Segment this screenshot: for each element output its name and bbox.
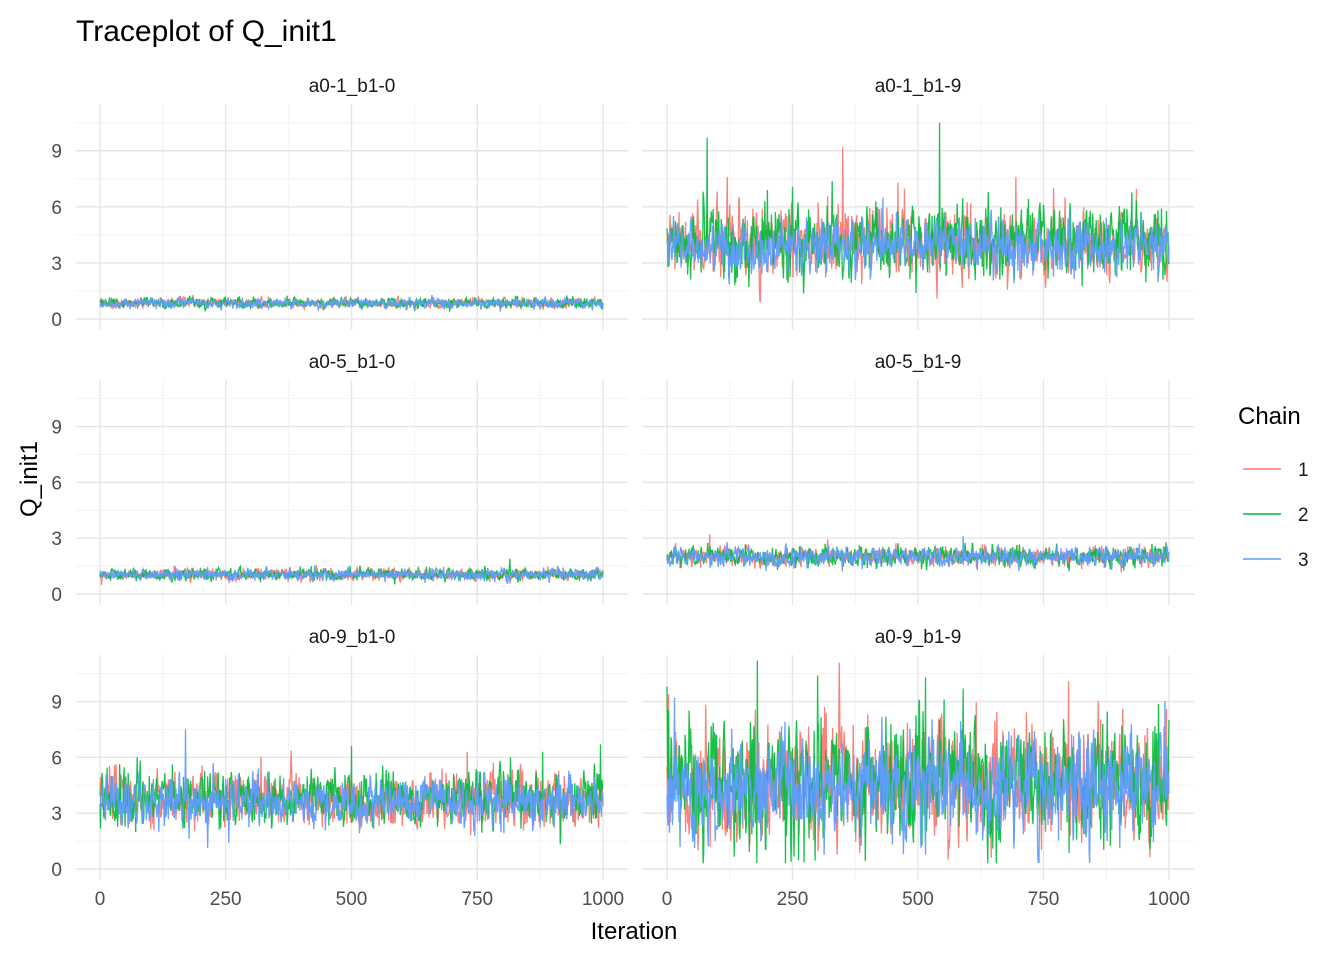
panel-a0-1_b1-0: a0-1_b1-0 0 3 6 9 — [51, 76, 628, 331]
y-tick-label: 6 — [51, 473, 62, 494]
y-tick-label: 3 — [51, 804, 62, 825]
trace-chain-3 — [99, 729, 604, 848]
y-tick-label: 0 — [51, 860, 62, 881]
y-tick-label: 0 — [51, 585, 62, 606]
x-tick-label: 250 — [777, 889, 809, 910]
y-tick-label: 3 — [51, 529, 62, 550]
legend-key-1: 1 — [1243, 460, 1309, 481]
x-tick-label: 750 — [1028, 889, 1060, 910]
facet-strip-label: a0-9_b1-0 — [309, 627, 396, 648]
y-tick-label: 6 — [51, 198, 62, 219]
legend-key-3: 3 — [1243, 550, 1309, 571]
x-tick-label: 0 — [95, 889, 106, 910]
x-tick-label: 1000 — [582, 889, 624, 910]
y-tick-label: 3 — [51, 254, 62, 275]
x-tick-label: 500 — [902, 889, 934, 910]
x-tick-label: 1000 — [1148, 889, 1190, 910]
facet-strip-label: a0-1_b1-0 — [309, 76, 396, 97]
trace-chain-3 — [99, 565, 604, 585]
major-gridlines — [642, 380, 1194, 605]
trace-chain-3 — [666, 536, 1170, 572]
panel-a0-9_b1-9: a0-9_b1-9 0 250 500 750 1000 — [642, 627, 1194, 910]
trace-chain-3 — [666, 697, 1170, 863]
y-axis-title: Q_init1 — [16, 441, 43, 517]
legend-label: 2 — [1298, 505, 1309, 526]
facet-strip-label: a0-9_b1-9 — [875, 627, 962, 648]
legend-label: 3 — [1298, 550, 1309, 571]
facet-panels: a0-1_b1-00369a0-1_b1-9a0-5_b1-00369a0-5_… — [51, 76, 1194, 910]
panel-a0-9_b1-0: a0-9_b1-0 0 3 6 9 0 250 500 750 1000 — [51, 627, 628, 910]
x-tick-label: 250 — [210, 889, 242, 910]
legend-key-2: 2 — [1243, 505, 1309, 526]
major-gridlines — [76, 104, 628, 330]
y-tick-label: 9 — [51, 418, 62, 439]
y-tick-label: 6 — [51, 748, 62, 769]
y-tick-label: 0 — [51, 310, 62, 331]
y-tick-label: 9 — [51, 142, 62, 163]
facet-strip-label: a0-5_b1-9 — [875, 352, 962, 373]
panel-a0-1_b1-9: a0-1_b1-9 — [642, 76, 1194, 330]
x-tick-label: 0 — [662, 889, 673, 910]
legend: Chain 1 2 3 — [1238, 403, 1309, 571]
chart-title: Traceplot of Q_init1 — [76, 15, 337, 48]
legend-title: Chain — [1238, 403, 1301, 430]
panel-a0-5_b1-9: a0-5_b1-9 — [642, 352, 1194, 605]
major-gridlines — [76, 380, 628, 605]
trace-chain-3 — [666, 197, 1170, 285]
x-axis-title: Iteration — [591, 918, 678, 945]
legend-label: 1 — [1298, 460, 1309, 481]
x-tick-label: 500 — [336, 889, 368, 910]
y-tick-label: 9 — [51, 693, 62, 714]
x-tick-label: 750 — [461, 889, 493, 910]
facet-strip-label: a0-1_b1-9 — [875, 76, 962, 97]
panel-a0-5_b1-0: a0-5_b1-0 0 3 6 9 — [51, 352, 628, 606]
facet-strip-label: a0-5_b1-0 — [309, 352, 396, 373]
trace-chain-3 — [99, 294, 604, 312]
